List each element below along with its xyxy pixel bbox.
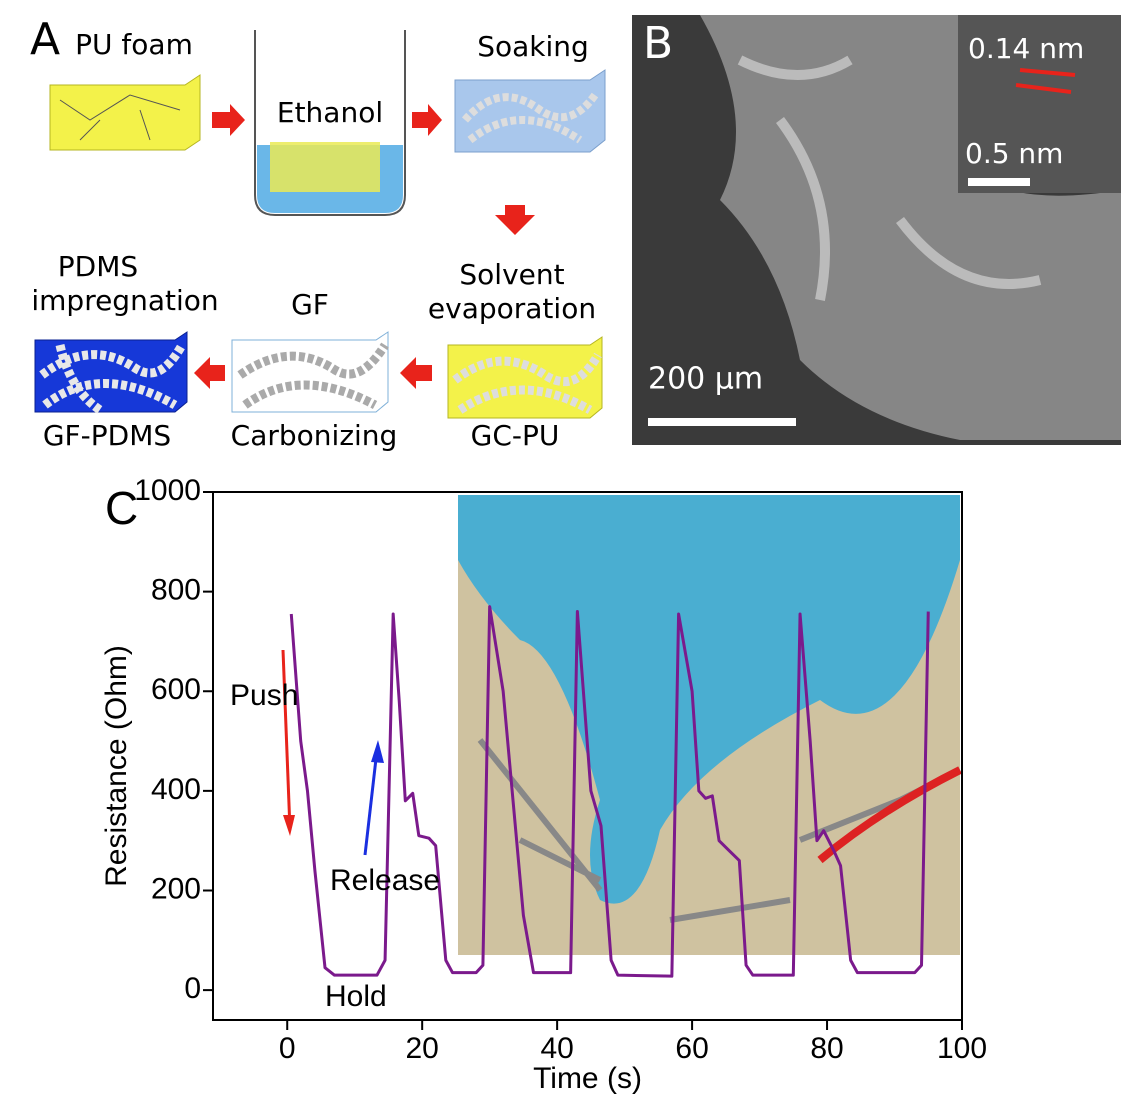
push-arrow bbox=[283, 650, 290, 830]
inset-label: 0.14 nm bbox=[968, 32, 1084, 65]
arrow bbox=[400, 357, 432, 389]
label: GC-PU bbox=[471, 419, 560, 452]
annotation: Push bbox=[230, 679, 298, 712]
label: PU foam bbox=[75, 28, 193, 61]
x-tick-label: 100 bbox=[937, 1032, 987, 1065]
label: Solvent bbox=[459, 258, 564, 291]
label: GF bbox=[291, 288, 329, 321]
push-arrow bbox=[283, 815, 295, 836]
release-arrow bbox=[365, 750, 377, 855]
x-tick-label: 40 bbox=[540, 1032, 573, 1065]
release-arrow bbox=[371, 740, 384, 763]
label: evaporation bbox=[428, 292, 596, 325]
y-axis-label: Resistance (Ohm) bbox=[100, 645, 133, 887]
arrow bbox=[412, 104, 442, 136]
label: impregnation bbox=[31, 284, 218, 317]
label: Soaking bbox=[477, 30, 589, 63]
label: Ethanol bbox=[277, 96, 383, 129]
foam-block bbox=[50, 75, 200, 150]
arrow bbox=[495, 205, 535, 235]
label: PDMS bbox=[58, 250, 138, 283]
scale-bar bbox=[968, 178, 1030, 186]
panel-label: A bbox=[30, 14, 60, 65]
panel-b: 0.14 nm 0.5 nm B 200 μm bbox=[632, 15, 1121, 445]
y-tick-label: 600 bbox=[151, 673, 201, 706]
y-tick-label: 800 bbox=[151, 574, 201, 607]
figure: A PU foam Ethanol Soaking Solvent evapor… bbox=[0, 0, 1121, 1100]
annotation: Release bbox=[330, 864, 440, 897]
inset-label: 0.5 nm bbox=[965, 137, 1063, 170]
panel-a: A PU foam Ethanol Soaking Solvent evapor… bbox=[30, 14, 605, 452]
annotation: Hold bbox=[325, 980, 387, 1013]
scale-label: 200 μm bbox=[648, 362, 763, 397]
arrow bbox=[194, 357, 225, 389]
panel-label: B bbox=[643, 18, 673, 69]
panel-label: C bbox=[105, 482, 138, 534]
label: Carbonizing bbox=[231, 419, 398, 452]
x-tick-label: 0 bbox=[279, 1032, 296, 1065]
x-axis-label: Time (s) bbox=[533, 1062, 642, 1095]
y-tick-label: 1000 bbox=[134, 474, 201, 507]
y-tick-label: 0 bbox=[184, 972, 201, 1005]
foam-soaking bbox=[270, 142, 380, 192]
label: GF-PDMS bbox=[43, 419, 171, 452]
x-tick-label: 60 bbox=[675, 1032, 708, 1065]
arrow bbox=[212, 104, 245, 136]
y-tick-label: 200 bbox=[151, 872, 201, 905]
scale-bar bbox=[648, 418, 796, 426]
x-tick-label: 20 bbox=[405, 1032, 438, 1065]
x-tick-label: 80 bbox=[810, 1032, 843, 1065]
y-tick-label: 400 bbox=[151, 773, 201, 806]
